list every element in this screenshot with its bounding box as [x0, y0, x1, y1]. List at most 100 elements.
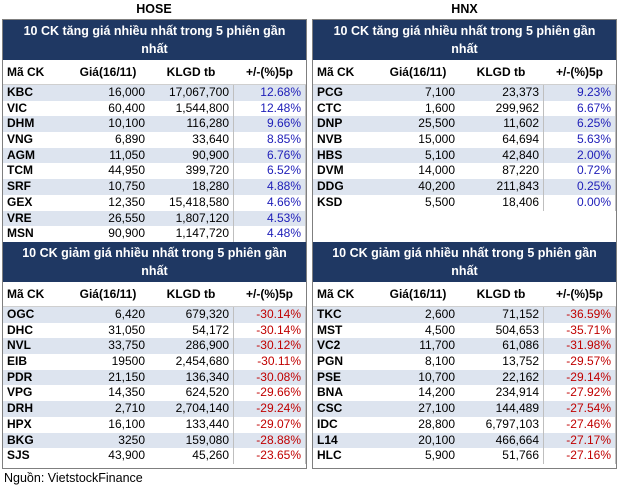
volume-cell: 18,280	[192, 179, 229, 194]
volume-cell: 90,900	[192, 147, 229, 162]
ticker-cell: SRF	[7, 179, 31, 194]
hnx-gain-column-header: Mã CK Giá(16/11) KLGD tb +/-(%)5p	[313, 60, 616, 85]
price-cell: 4,500	[424, 322, 455, 337]
price-cell: 16,100	[108, 416, 145, 431]
volume-cell: 144,489	[495, 401, 539, 416]
change-cell: -27.17%	[543, 432, 616, 449]
change-cell: 0.00%	[543, 194, 616, 211]
price-cell: 44,950	[108, 163, 145, 178]
price-cell: 10,750	[108, 179, 145, 194]
table-row: VRE 26,550 1,807,120 4.53%	[3, 210, 306, 227]
ticker-cell: TCM	[7, 163, 33, 178]
hose-title: HOSE	[136, 2, 172, 16]
table-row: DDG 40,200 211,843 0.25%	[313, 179, 616, 195]
ticker-cell: PGN	[317, 354, 344, 369]
volume-cell: 2,454,680	[175, 354, 229, 369]
change-cell: -30.14%	[233, 307, 306, 323]
hnx-gain-header: 10 CK tăng giá nhiều nhất trong 5 phiên …	[313, 20, 616, 60]
table-row: HPX 16,100 133,440 -29.07%	[3, 416, 306, 433]
ticker-cell: KBC	[7, 85, 33, 99]
volume-cell: 504,653	[495, 322, 539, 337]
ticker-cell: VNG	[7, 132, 34, 147]
price-cell: 60,400	[108, 100, 145, 115]
volume-cell: 211,843	[496, 179, 540, 194]
ticker-cell: PSE	[317, 369, 342, 384]
change-cell: -27.92%	[543, 385, 616, 402]
ticker-cell: PCG	[317, 85, 344, 99]
volume-cell: 6,797,103	[485, 416, 539, 431]
change-cell: 12.48%	[233, 100, 306, 117]
hnx-gain-rows: PCG 7,100 23,373 9.23% CTC 1,600 299,962 6.67% D…	[313, 85, 616, 242]
price-cell: 2,600	[424, 307, 455, 321]
table-row: OGC 6,420 679,320 -30.14%	[3, 307, 306, 323]
table-row: TCM 44,950 399,720 6.52%	[3, 163, 306, 180]
volume-cell: 159,080	[185, 432, 229, 447]
volume-cell: 61,086	[502, 338, 539, 353]
table-row: KBC 16,000 17,067,700 12.68%	[3, 85, 306, 101]
volume-cell: 1,147,720	[175, 226, 229, 241]
change-cell: 4.66%	[233, 194, 306, 211]
ticker-cell: HBS	[317, 147, 343, 162]
change-cell: 2.00%	[543, 147, 616, 164]
ticker-cell: NVL	[7, 338, 31, 353]
table-row: NVB 15,000 64,694 5.63%	[313, 132, 616, 148]
table-row: BKG 3250 159,080 -28.88%	[3, 432, 306, 449]
volume-cell: 11,602	[503, 116, 539, 131]
table-row: MST 4,500 504,653 -35.71%	[313, 322, 616, 339]
volume-cell: 23,373	[502, 85, 539, 99]
price-cell: 14,350	[108, 385, 145, 400]
volume-cell: 71,152	[502, 307, 539, 321]
volume-cell: 18,406	[502, 194, 539, 209]
table-row: DHM 10,100 116,280 9.66%	[3, 116, 306, 133]
ticker-cell: MST	[317, 322, 343, 337]
volume-cell: 234,914	[495, 385, 539, 400]
price-cell: 3250	[118, 432, 145, 447]
hnx-loss-rows: TKC 2,600 71,152 -36.59% MST 4,500 504,653 -35.…	[313, 307, 616, 464]
volume-cell: 87,220	[502, 163, 539, 178]
column-header-1: Mã CK	[7, 287, 45, 301]
change-cell: 6.76%	[233, 147, 306, 164]
ticker-cell: PDR	[7, 369, 33, 384]
change-cell: 6.67%	[543, 100, 616, 117]
volume-cell: 116,280	[186, 116, 230, 131]
volume-cell: 64,694	[502, 132, 539, 147]
column-header-4: +/-(%)5p	[555, 65, 603, 79]
change-cell: 4.53%	[233, 210, 306, 227]
price-cell: 40,200	[418, 179, 455, 194]
column-header-1: Mã CK	[317, 65, 355, 79]
volume-cell: 399,720	[185, 163, 229, 178]
table-row: BNA 14,200 234,914 -27.92%	[313, 385, 616, 402]
ticker-cell: AGM	[7, 147, 35, 162]
volume-cell: 51,766	[502, 448, 539, 463]
price-cell: 5,100	[424, 147, 455, 162]
price-cell: 15,000	[418, 132, 455, 147]
ticker-cell: SJS	[7, 448, 30, 463]
price-cell: 28,800	[418, 416, 455, 431]
ticker-cell: DRH	[7, 401, 33, 416]
volume-cell: 286,900	[185, 338, 229, 353]
table-row: SRF 10,750 18,280 4.88%	[3, 179, 306, 195]
hose-panel: 10 CK tăng giá nhiều nhất trong 5 phiên …	[2, 19, 307, 469]
price-cell: 33,750	[108, 338, 145, 353]
table-row: DNP 25,500 11,602 6.25%	[313, 116, 616, 133]
change-cell: 4.88%	[233, 179, 306, 195]
price-cell: 11,050	[109, 147, 145, 162]
price-cell: 14,200	[418, 385, 455, 400]
change-cell: -23.65%	[233, 448, 306, 464]
change-cell: 8.85%	[233, 132, 306, 148]
table-row: HLC 5,900 51,766 -27.16%	[313, 448, 616, 464]
change-cell: -29.07%	[233, 416, 306, 433]
change-cell: -29.24%	[233, 401, 306, 417]
change-cell: -29.14%	[543, 369, 616, 386]
change-cell: -30.12%	[233, 338, 306, 355]
volume-cell: 299,962	[495, 100, 539, 115]
price-cell: 31,050	[108, 322, 145, 337]
price-cell: 19500	[111, 354, 145, 369]
change-cell: 6.25%	[543, 116, 616, 133]
volume-cell: 2,704,140	[175, 401, 229, 416]
change-cell: -29.57%	[543, 354, 616, 370]
price-cell: 7,100	[424, 85, 455, 99]
table-row: CSC 27,100 144,489 -27.54%	[313, 401, 616, 417]
ticker-cell: BNA	[317, 385, 343, 400]
column-header-2: Giá(16/11)	[79, 287, 137, 301]
